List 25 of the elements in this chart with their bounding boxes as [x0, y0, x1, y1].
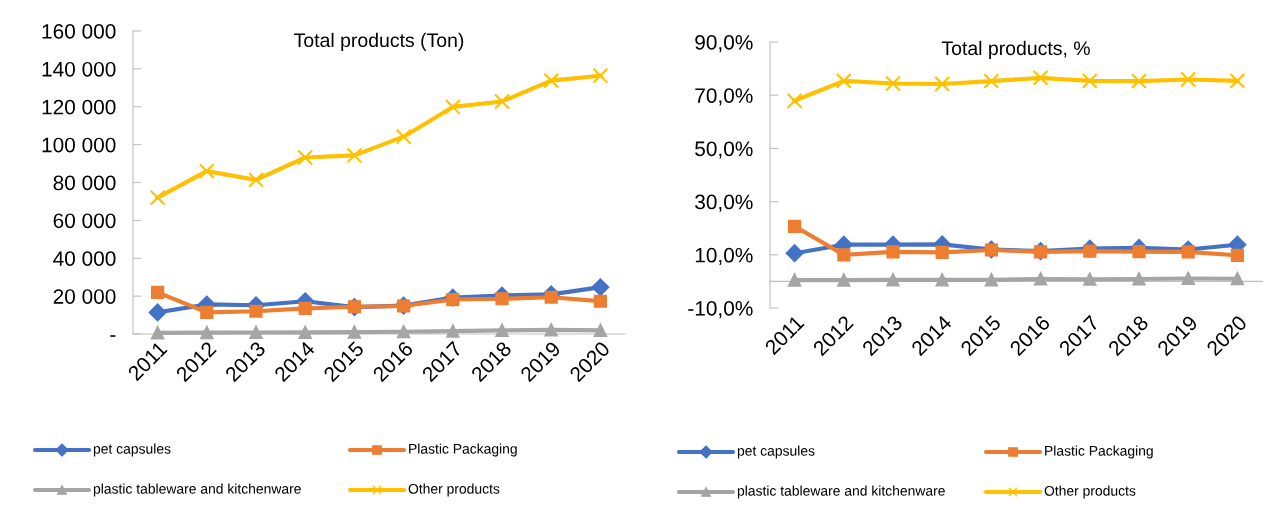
y-tick-label: 140 000: [42, 61, 116, 77]
legend-label: pet capsules: [737, 445, 815, 459]
legend-label: pet capsules: [93, 443, 171, 457]
y-tick-label: 120 000: [42, 99, 116, 115]
y-tick-label: 100 000: [42, 137, 116, 153]
y-tick-label: 40 000: [53, 251, 116, 266]
y-tick-label: 30,0%: [695, 194, 753, 212]
y-tick-label: 160 000: [42, 24, 116, 39]
y-tick-label: 70,0%: [695, 88, 753, 106]
chart-title: Total products, %: [941, 40, 1090, 59]
y-tick-label: 80 000: [53, 175, 116, 191]
legend-label: Other products: [1044, 485, 1136, 499]
y-tick-label: 90,0%: [695, 35, 753, 53]
legend-label: plastic tableware and kitchenware: [93, 483, 301, 497]
chart-title: Total products (Ton): [294, 32, 464, 51]
y-tick-label: 20 000: [53, 289, 116, 304]
y-tick-label: 50,0%: [695, 141, 753, 159]
y-tick-label: -: [110, 335, 116, 337]
y-tick-label: -10,0%: [688, 301, 753, 319]
y-tick-label: 60 000: [53, 213, 116, 229]
legend-label: plastic tableware and kitchenware: [737, 485, 945, 499]
legend-label: Other products: [408, 483, 500, 497]
legend-label: Plastic Packaging: [409, 443, 517, 457]
legend-label: Plastic Packaging: [1045, 445, 1153, 459]
y-tick-label: 10,0%: [695, 247, 753, 266]
